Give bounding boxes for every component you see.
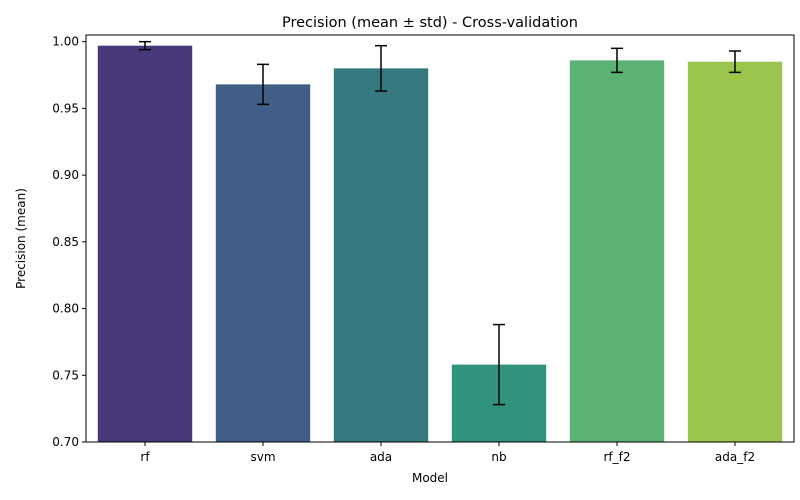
error-bar-nb [493,323,505,406]
y-tick-label: 0.75 [52,368,79,382]
x-tick-label-svm: svm [250,450,275,464]
y-tick-label: 0.85 [52,235,79,249]
y-tick-label: 0.90 [52,168,79,182]
chart-title: Precision (mean ± std) - Cross-validatio… [282,15,578,31]
x-tick-label-ada_f2: ada_f2 [715,450,755,464]
error-bar-rf_f2 [611,47,623,74]
x-axis-label: Model [412,471,448,485]
x-axis: rf svm ada nb rf_f2 ada_f2 [140,442,755,464]
x-tick-label-rf: rf [140,450,150,464]
error-bar-ada [375,44,387,92]
bar-svm [215,84,311,442]
y-tick-label: 1.00 [52,35,79,49]
bar-ada_f2 [687,61,783,442]
y-axis: 0.70 0.75 0.80 0.85 0.90 0.95 1.00 [52,35,86,449]
bar-rf [97,45,193,442]
y-tick-label: 0.95 [52,101,79,115]
y-axis-label: Precision (mean) [14,188,28,289]
plot-area [97,40,783,443]
x-tick-label-rf_f2: rf_f2 [603,450,630,464]
x-tick-label-ada: ada [370,450,392,464]
bar-ada [333,68,429,442]
bar-rf_f2 [569,60,665,443]
error-bar-rf [139,40,151,51]
y-tick-label: 0.80 [52,302,79,316]
error-bar-svm [257,63,269,106]
y-tick-label: 0.70 [52,435,79,449]
x-tick-label-nb: nb [491,450,506,464]
plot-frame [85,34,795,443]
error-bar-ada_f2 [729,50,741,74]
